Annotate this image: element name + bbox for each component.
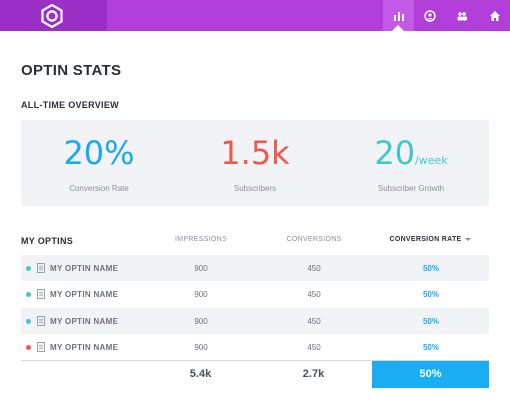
top-navigation-bar	[0, 0, 510, 31]
overview-panel: 20% Conversion Rate 1.5k Subscribers 20/…	[21, 120, 489, 206]
stat-value: 20%	[63, 134, 135, 172]
conversion-rate-cell: 50%	[422, 264, 439, 273]
table-row[interactable]: MY OPTIN NAME 900 450 50%	[21, 308, 489, 334]
conversions-cell: 450	[307, 317, 321, 326]
account-icon	[423, 9, 436, 22]
page-title: OPTIN STATS	[21, 62, 122, 79]
optin-name[interactable]: MY OPTIN NAME	[50, 343, 119, 352]
status-dot	[26, 266, 31, 271]
conversion-rate-cell: 50%	[422, 317, 439, 326]
totals-divider	[21, 360, 489, 361]
stats-icon	[393, 11, 404, 21]
conversion-rate-stat: 20% Conversion Rate	[21, 120, 177, 193]
overview-section-title: ALL-TIME OVERVIEW	[21, 100, 119, 110]
optin-name[interactable]: MY OPTIN NAME	[50, 290, 119, 299]
stat-label: Subscribers	[233, 184, 277, 193]
optin-name[interactable]: MY OPTIN NAME	[50, 317, 119, 326]
impressions-cell: 900	[194, 290, 208, 299]
subscribers-stat: 1.5k Subscribers	[177, 120, 333, 193]
nav-home-button[interactable]	[479, 0, 510, 31]
sort-caret-icon	[464, 237, 471, 241]
document-icon	[37, 263, 45, 273]
status-dot	[26, 345, 31, 350]
conversions-cell: 450	[307, 264, 321, 273]
active-nav-indicator	[392, 25, 404, 31]
conversion-rate-column-header[interactable]: CONVERSION RATE	[370, 236, 490, 243]
conversions-column-header[interactable]: CONVERSIONS	[286, 236, 342, 243]
stat-value: 20/week	[374, 134, 448, 172]
stat-label: Subscriber Growth	[377, 184, 445, 193]
conversion-rate-cell: 50%	[422, 343, 439, 352]
total-conversion-rate: 50%	[372, 361, 489, 388]
status-dot	[26, 292, 31, 297]
table-row[interactable]: MY OPTIN NAME 900 450 50%	[21, 281, 489, 307]
document-icon	[37, 342, 45, 352]
table-row[interactable]: MY OPTIN NAME 900 450 50%	[21, 255, 489, 281]
document-icon	[37, 289, 45, 299]
users-icon	[457, 11, 467, 20]
optin-name[interactable]: MY OPTIN NAME	[50, 264, 119, 273]
table-row[interactable]: MY OPTIN NAME 900 450 50%	[21, 334, 489, 360]
conversions-cell: 450	[307, 290, 321, 299]
nav-users-button[interactable]	[446, 0, 477, 31]
total-conversions: 2.7k	[302, 368, 325, 380]
total-impressions: 5.4k	[189, 368, 212, 380]
document-icon	[37, 316, 45, 326]
stat-value: 1.5k	[220, 134, 290, 172]
status-dot	[26, 319, 31, 324]
optins-section-title: MY OPTINS	[21, 236, 74, 246]
impressions-cell: 900	[194, 264, 208, 273]
impressions-cell: 900	[194, 317, 208, 326]
impressions-cell: 900	[194, 343, 208, 352]
impressions-column-header[interactable]: IMPRESSIONS	[175, 236, 227, 243]
logo-icon	[41, 4, 63, 28]
home-icon	[489, 10, 500, 21]
conversions-cell: 450	[307, 343, 321, 352]
logo-area[interactable]	[0, 0, 107, 31]
subscriber-growth-stat: 20/week Subscriber Growth	[333, 120, 489, 193]
conversion-rate-cell: 50%	[422, 290, 439, 299]
nav-account-button[interactable]	[414, 0, 445, 31]
stat-label: Conversion Rate	[69, 184, 129, 193]
